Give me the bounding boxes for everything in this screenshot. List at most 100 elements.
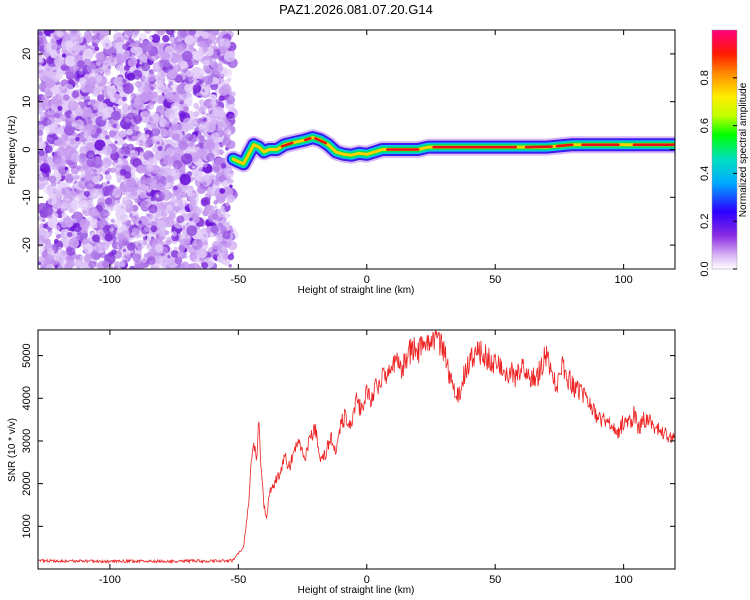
noise-blob bbox=[218, 149, 224, 155]
noise-blob bbox=[124, 171, 132, 179]
noise-blob bbox=[160, 72, 165, 77]
noise-blob bbox=[202, 244, 207, 249]
noise-blob bbox=[38, 136, 43, 142]
noise-blob bbox=[147, 73, 156, 82]
noise-blob bbox=[193, 59, 199, 66]
noise-blob bbox=[69, 188, 73, 192]
noise-blob bbox=[170, 193, 174, 197]
snr-point bbox=[289, 466, 290, 467]
noise-blob bbox=[185, 133, 194, 142]
snr-point bbox=[582, 394, 583, 395]
snr-point bbox=[541, 364, 542, 365]
noise-blob bbox=[167, 255, 171, 259]
noise-blob bbox=[109, 227, 114, 232]
snr-point bbox=[336, 449, 337, 450]
noise-blob bbox=[157, 219, 167, 230]
noise-blob bbox=[176, 171, 181, 176]
noise-blob bbox=[104, 69, 111, 76]
snr-point bbox=[587, 402, 588, 403]
noise-blob bbox=[227, 77, 232, 82]
noise-blob bbox=[71, 90, 80, 99]
noise-blob bbox=[62, 83, 74, 95]
noise-blob bbox=[229, 228, 234, 233]
noise-blob bbox=[59, 136, 64, 140]
noise-blob bbox=[174, 44, 183, 54]
colorbar-tick-label: 0.6 bbox=[699, 118, 711, 133]
noise-blob bbox=[171, 231, 177, 237]
x-tick-label: 100 bbox=[614, 574, 632, 586]
noise-blob bbox=[173, 64, 182, 73]
snr-panel: -100 -50 0 50 100 1000 2000 3000 4000 5000 Heigh… bbox=[7, 329, 676, 596]
snr-point bbox=[572, 385, 573, 386]
snr-point bbox=[443, 351, 444, 352]
noise-blob bbox=[177, 30, 187, 39]
noise-blob bbox=[74, 107, 84, 117]
noise-blob bbox=[92, 106, 97, 110]
noise-blob bbox=[129, 95, 133, 99]
noise-blob bbox=[38, 149, 45, 156]
noise-blob bbox=[197, 185, 207, 194]
noise-blob bbox=[129, 265, 136, 269]
noise-blob bbox=[38, 106, 43, 114]
noise-blob bbox=[154, 209, 164, 218]
noise-blob bbox=[80, 171, 86, 177]
noise-blob bbox=[177, 251, 184, 258]
noise-blob bbox=[109, 130, 116, 138]
noise-blob bbox=[86, 63, 97, 74]
noise-blob bbox=[104, 134, 110, 140]
noise-blob bbox=[76, 96, 82, 102]
noise-blob bbox=[38, 55, 43, 63]
noise-blob bbox=[157, 51, 163, 56]
colorbar-tick-label: 0.0 bbox=[699, 261, 711, 276]
noise-blob bbox=[66, 231, 73, 238]
noise-blob bbox=[188, 141, 195, 147]
noise-blob bbox=[46, 231, 52, 237]
noise-blob bbox=[172, 91, 177, 95]
noise-blob bbox=[64, 124, 75, 136]
noise-blob bbox=[106, 180, 110, 185]
snr-point bbox=[187, 560, 188, 561]
noise-blob bbox=[126, 112, 135, 120]
noise-blob bbox=[204, 204, 212, 212]
noise-blob bbox=[130, 215, 138, 223]
noise-blob bbox=[197, 248, 208, 259]
noise-blob bbox=[46, 56, 55, 65]
snr-point bbox=[418, 351, 419, 352]
noise-blob bbox=[152, 61, 163, 73]
snr-point bbox=[664, 432, 665, 433]
noise-blob bbox=[99, 241, 110, 251]
noise-blob bbox=[42, 223, 48, 229]
ridge-red-core bbox=[555, 143, 574, 148]
noise-blob bbox=[112, 219, 122, 228]
noise-blob bbox=[83, 30, 93, 39]
noise-blob bbox=[44, 145, 53, 154]
noise-blob bbox=[56, 138, 66, 148]
noise-blob bbox=[139, 200, 150, 211]
noise-blob bbox=[67, 100, 79, 111]
noise-blob bbox=[209, 232, 215, 238]
noise-blob bbox=[171, 66, 175, 70]
noise-blob bbox=[130, 99, 135, 104]
noise-blob bbox=[51, 44, 57, 50]
noise-blob bbox=[157, 145, 163, 152]
noise-blob bbox=[86, 150, 95, 160]
snr-point bbox=[649, 419, 650, 420]
noise-blob bbox=[97, 217, 101, 222]
noise-blob bbox=[78, 178, 89, 189]
noise-blob bbox=[200, 197, 211, 207]
noise-blob bbox=[176, 153, 183, 161]
noise-blob bbox=[70, 199, 81, 210]
noise-blob bbox=[82, 48, 94, 60]
noise-blob bbox=[62, 38, 66, 43]
noise-blob bbox=[218, 86, 229, 96]
noise-blob bbox=[61, 103, 70, 112]
noise-blob bbox=[131, 92, 136, 97]
y-tick-label: 2000 bbox=[21, 471, 33, 495]
snr-point bbox=[510, 370, 511, 371]
noise-blob bbox=[151, 91, 158, 99]
noise-blob bbox=[212, 59, 215, 63]
noise-blob bbox=[54, 231, 59, 236]
noise-blob bbox=[74, 259, 84, 269]
y-tick-label: 4000 bbox=[21, 386, 33, 410]
noise-blob bbox=[219, 38, 224, 43]
